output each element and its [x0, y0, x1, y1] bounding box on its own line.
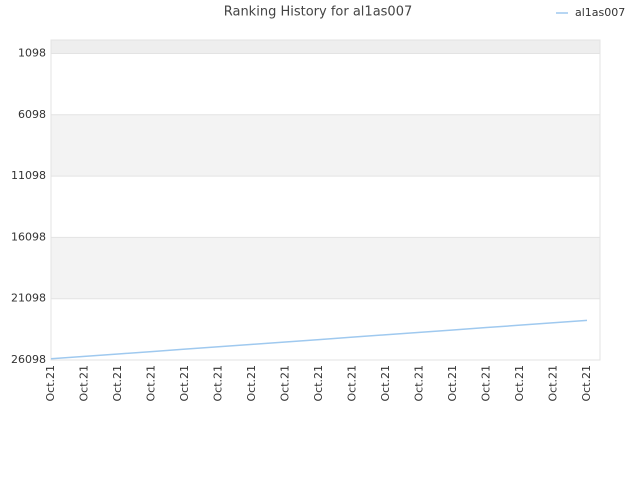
grid-band: [51, 114, 600, 177]
grid-band: [51, 237, 600, 299]
x-tick-label: Oct.21: [279, 365, 292, 402]
x-tick-label: Oct.21: [413, 365, 426, 402]
chart-title: Ranking History for al1as007: [224, 5, 413, 20]
x-tick-label: Oct.21: [178, 365, 191, 402]
x-tick-label: Oct.21: [212, 365, 225, 402]
x-tick-label: Oct.21: [145, 365, 158, 402]
x-tick-label: Oct.21: [346, 365, 359, 402]
x-tick-label: Oct.21: [44, 365, 57, 402]
data-line: [50, 319, 588, 360]
x-tick-label: Oct.21: [111, 365, 124, 402]
x-tick-label: Oct.21: [580, 365, 593, 402]
x-tick-label: Oct.21: [312, 365, 325, 402]
y-tick-label: 26098: [11, 353, 46, 366]
y-tick-label: 1098: [18, 46, 46, 59]
legend-label: al1as007: [575, 6, 625, 19]
grid-band: [51, 40, 600, 54]
plot-border: [50, 39, 601, 361]
x-tick-label: Oct.21: [513, 365, 526, 402]
y-tick-label: 11098: [11, 169, 46, 182]
y-tick-label: 6098: [18, 108, 46, 121]
x-tick-label: Oct.21: [547, 365, 560, 402]
x-tick-label: Oct.21: [480, 365, 493, 402]
x-tick-label: Oct.21: [446, 365, 459, 402]
x-tick-label: Oct.21: [379, 365, 392, 402]
y-tick-label: 16098: [11, 230, 46, 243]
y-tick-label: 21098: [11, 292, 46, 305]
x-tick-label: Oct.21: [78, 365, 91, 402]
x-tick-label: Oct.21: [245, 365, 258, 402]
